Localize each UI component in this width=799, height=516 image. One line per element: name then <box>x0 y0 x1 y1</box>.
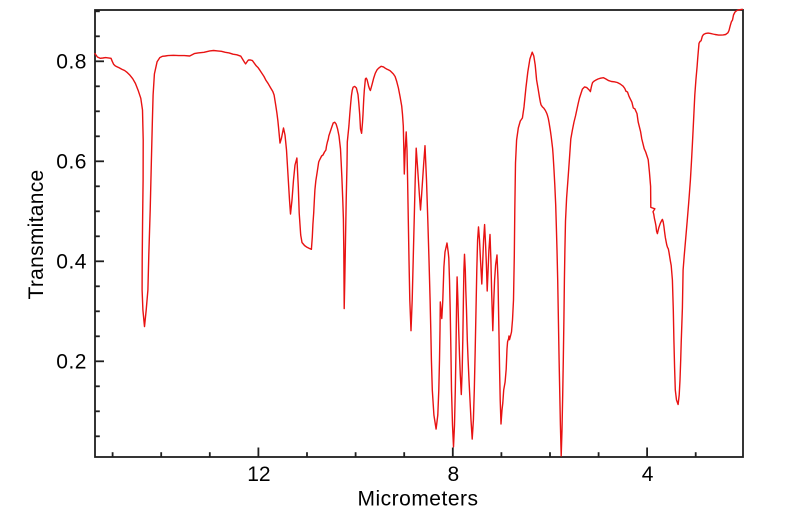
svg-text:8: 8 <box>447 463 459 486</box>
svg-text:0.6: 0.6 <box>56 150 87 173</box>
svg-text:12: 12 <box>247 463 270 486</box>
svg-text:0.4: 0.4 <box>56 250 87 273</box>
svg-text:0.2: 0.2 <box>56 350 87 373</box>
svg-text:Transmitance: Transmitance <box>25 169 48 299</box>
svg-text:0.8: 0.8 <box>56 50 87 73</box>
svg-text:Micrometers: Micrometers <box>357 488 478 511</box>
svg-text:4: 4 <box>642 463 654 486</box>
